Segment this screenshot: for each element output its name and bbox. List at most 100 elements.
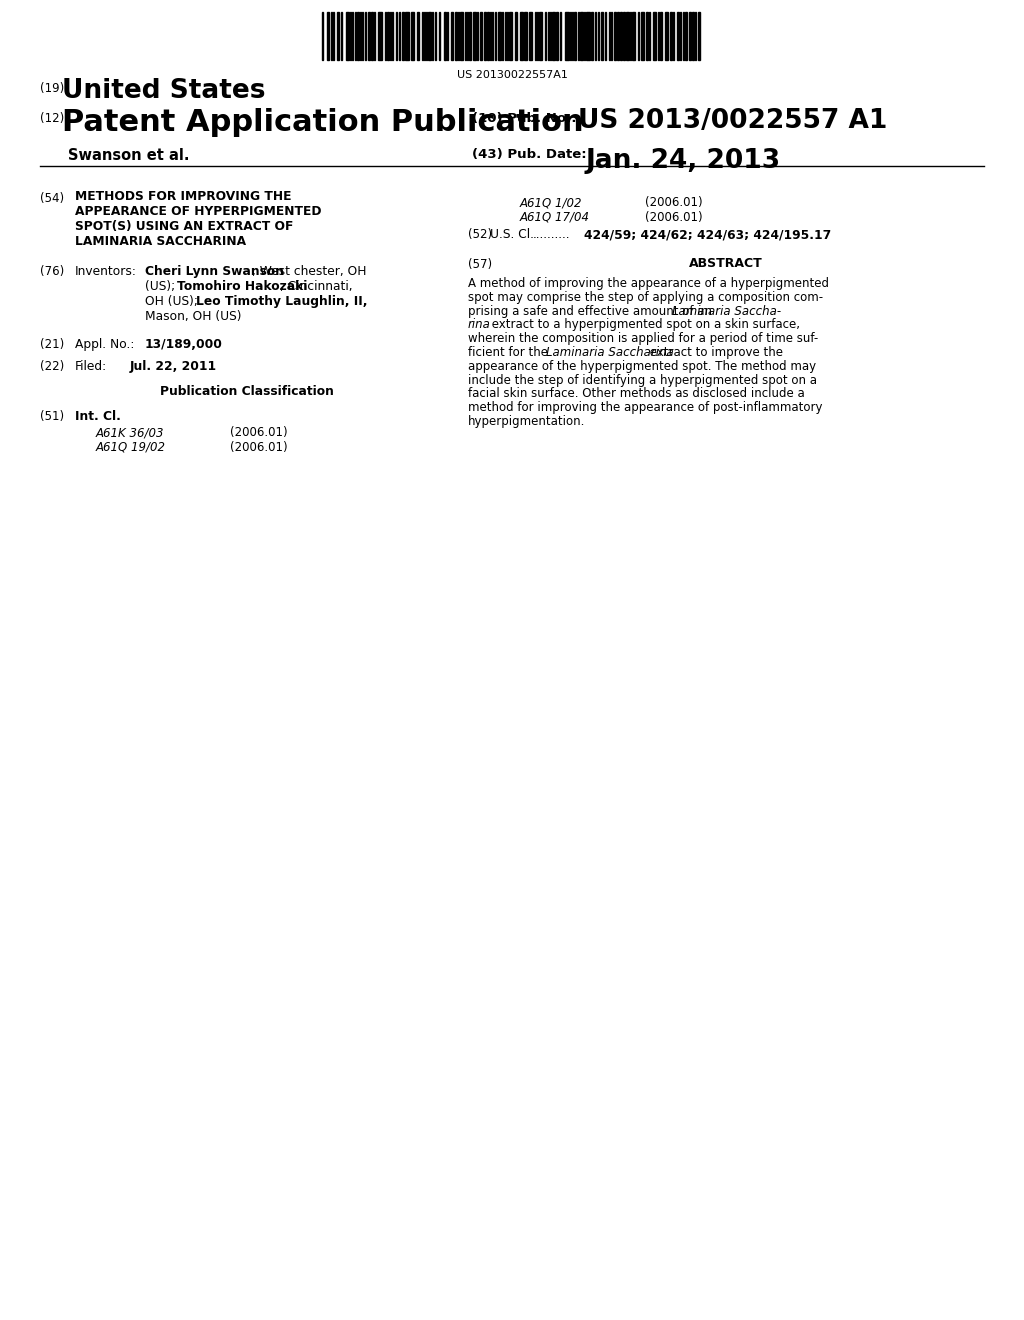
Text: US 20130022557A1: US 20130022557A1 (457, 70, 567, 81)
Bar (378, 12, 382, 59)
Bar (444, 12, 446, 59)
Bar (617, 12, 618, 59)
Text: Inventors:: Inventors: (75, 265, 137, 279)
Text: (43) Pub. Date:: (43) Pub. Date: (472, 148, 587, 161)
Text: (76): (76) (40, 265, 65, 279)
Text: (57): (57) (468, 257, 493, 271)
Text: (19): (19) (40, 82, 65, 95)
Bar (455, 12, 457, 59)
Bar (346, 12, 349, 59)
Text: A method of improving the appearance of a hyperpigmented: A method of improving the appearance of … (468, 277, 829, 290)
Bar (623, 12, 625, 59)
Text: (22): (22) (40, 360, 65, 374)
Text: Jan. 24, 2013: Jan. 24, 2013 (586, 148, 781, 174)
Text: LAMINARIA SACCHARINA: LAMINARIA SACCHARINA (75, 235, 246, 248)
Text: , West chester, OH: , West chester, OH (252, 265, 367, 279)
Text: wherein the composition is applied for a period of time suf-: wherein the composition is applied for a… (468, 333, 818, 346)
Text: Tomohiro Hakozaki: Tomohiro Hakozaki (177, 280, 307, 293)
Bar (586, 12, 590, 59)
Bar (515, 12, 517, 59)
Text: US 2013/0022557 A1: US 2013/0022557 A1 (578, 108, 888, 135)
Bar (327, 12, 329, 59)
Text: (54): (54) (40, 191, 65, 205)
Text: method for improving the appearance of post-inflammatory: method for improving the appearance of p… (468, 401, 822, 414)
Text: 13/189,000: 13/189,000 (145, 338, 223, 351)
Text: spot may comprise the step of applying a composition com-: spot may comprise the step of applying a… (468, 290, 823, 304)
Text: U.S. Cl.: U.S. Cl. (490, 228, 534, 242)
Bar (677, 12, 679, 59)
Bar (685, 12, 687, 59)
Text: (51): (51) (40, 411, 65, 422)
Text: appearance of the hyperpigmented spot. The method may: appearance of the hyperpigmented spot. T… (468, 360, 816, 372)
Bar (451, 12, 453, 59)
Text: extract to improve the: extract to improve the (645, 346, 782, 359)
Bar (371, 12, 373, 59)
Bar (509, 12, 512, 59)
Bar (529, 12, 532, 59)
Text: include the step of identifying a hyperpigmented spot on a: include the step of identifying a hyperp… (468, 374, 817, 387)
Bar (692, 12, 694, 59)
Bar (614, 12, 616, 59)
Text: Patent Application Publication: Patent Application Publication (62, 108, 584, 137)
Bar (460, 12, 463, 59)
Bar (646, 12, 648, 59)
Bar (387, 12, 389, 59)
Text: ..........: .......... (534, 228, 570, 242)
Bar (626, 12, 629, 59)
Bar (689, 12, 691, 59)
Bar (487, 12, 489, 59)
Bar (653, 12, 656, 59)
Bar (520, 12, 523, 59)
Text: United States: United States (62, 78, 265, 104)
Text: extract to a hyperpigmented spot on a skin surface,: extract to a hyperpigmented spot on a sk… (488, 318, 800, 331)
Bar (601, 12, 603, 59)
Text: prising a safe and effective amount of an: prising a safe and effective amount of a… (468, 305, 716, 318)
Text: APPEARANCE OF HYPERPIGMENTED: APPEARANCE OF HYPERPIGMENTED (75, 205, 322, 218)
Text: SPOT(S) USING AN EXTRACT OF: SPOT(S) USING AN EXTRACT OF (75, 220, 293, 234)
Text: Laminaria Saccharina: Laminaria Saccharina (546, 346, 674, 359)
Bar (620, 12, 622, 59)
Text: METHODS FOR IMPROVING THE: METHODS FOR IMPROVING THE (75, 190, 292, 203)
Bar (565, 12, 569, 59)
Text: ABSTRACT: ABSTRACT (689, 257, 763, 271)
Text: , Cincinnati,: , Cincinnati, (280, 280, 352, 293)
Bar (539, 12, 542, 59)
Bar (480, 12, 482, 59)
Bar (428, 12, 431, 59)
Bar (368, 12, 370, 59)
Text: Cheri Lynn Swanson: Cheri Lynn Swanson (145, 265, 284, 279)
Text: Jul. 22, 2011: Jul. 22, 2011 (130, 360, 217, 374)
Text: Leo Timothy Laughlin, II,: Leo Timothy Laughlin, II, (196, 294, 368, 308)
Text: (2006.01): (2006.01) (645, 211, 702, 224)
Bar (417, 12, 419, 59)
Bar (574, 12, 575, 59)
Bar (660, 12, 662, 59)
Text: 424/59; 424/62; 424/63; 424/195.17: 424/59; 424/62; 424/63; 424/195.17 (584, 228, 831, 242)
Text: (2006.01): (2006.01) (230, 426, 288, 440)
Bar (665, 12, 668, 59)
Bar (469, 12, 471, 59)
Bar (670, 12, 672, 59)
Text: rina: rina (468, 318, 490, 331)
Text: A61Q 1/02: A61Q 1/02 (520, 195, 583, 209)
Bar (337, 12, 339, 59)
Text: Mason, OH (US): Mason, OH (US) (145, 310, 242, 323)
Text: Appl. No.:: Appl. No.: (75, 338, 134, 351)
Bar (406, 12, 409, 59)
Bar (552, 12, 555, 59)
Text: hyperpigmentation.: hyperpigmentation. (468, 414, 586, 428)
Bar (498, 12, 501, 59)
Text: Int. Cl.: Int. Cl. (75, 411, 121, 422)
Text: (2006.01): (2006.01) (230, 441, 288, 454)
Bar (357, 12, 359, 59)
Bar (698, 12, 700, 59)
Text: (10) Pub. No.:: (10) Pub. No.: (472, 112, 577, 125)
Bar (591, 12, 593, 59)
Bar (484, 12, 486, 59)
Bar (411, 12, 414, 59)
Text: OH (US);: OH (US); (145, 294, 202, 308)
Bar (632, 12, 635, 59)
Text: Swanson et al.: Swanson et al. (68, 148, 189, 162)
Text: A61K 36/03: A61K 36/03 (96, 426, 165, 440)
Text: Laminaria Saccha-: Laminaria Saccha- (672, 305, 781, 318)
